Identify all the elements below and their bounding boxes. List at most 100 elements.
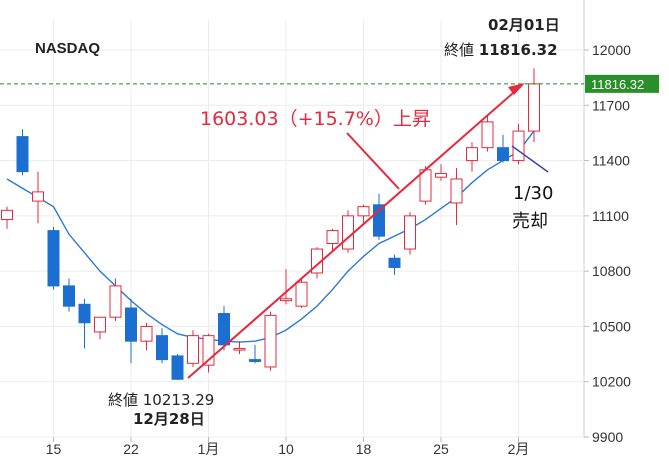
candle xyxy=(171,354,184,380)
candle xyxy=(264,311,277,371)
candle-body xyxy=(140,325,153,342)
candle-body xyxy=(295,281,308,307)
candle xyxy=(125,298,137,364)
end-close-value: 11816.32 xyxy=(479,41,558,59)
candle xyxy=(78,298,91,349)
y-tick-label: 10200 xyxy=(592,374,631,390)
y-tick-label: 12000 xyxy=(592,42,631,58)
sell-pointer-line xyxy=(511,145,549,173)
candle-body xyxy=(450,178,463,204)
y-tick-label: 10500 xyxy=(592,318,631,334)
candle-body xyxy=(357,206,370,217)
candle xyxy=(497,134,509,163)
candle-body xyxy=(16,136,29,173)
candle-body xyxy=(156,335,168,361)
candle xyxy=(187,330,199,367)
candle xyxy=(481,114,494,152)
gain-annotation: 1603.03（+15.7%）上昇 xyxy=(200,108,431,130)
x-tick-label: 1月 xyxy=(198,441,220,457)
candle-body xyxy=(342,215,354,250)
candle-body xyxy=(233,348,246,351)
candle xyxy=(109,278,122,321)
candle-body xyxy=(373,204,385,237)
candle xyxy=(202,333,215,373)
candle xyxy=(16,129,29,176)
candle-body xyxy=(63,285,75,307)
candle xyxy=(311,247,323,279)
candle xyxy=(1,206,13,229)
candle xyxy=(388,254,401,275)
candle xyxy=(342,210,354,253)
x-axis: 15 22 1月 10 18 25 2月 xyxy=(46,437,530,457)
candle-body xyxy=(125,307,137,342)
candle-body xyxy=(497,147,509,162)
candle-body xyxy=(280,298,292,302)
candles-layer xyxy=(1,68,540,380)
candle-body xyxy=(94,316,106,333)
candle-body xyxy=(47,230,60,287)
candle-body xyxy=(404,215,416,250)
sell-annotation: 売却 xyxy=(512,211,548,232)
candle xyxy=(373,193,385,240)
candle-body xyxy=(1,209,13,221)
candle-body xyxy=(249,359,261,362)
current-price-tag xyxy=(585,74,659,93)
x-tick-label: 10 xyxy=(278,441,294,457)
y-tick-label: 11100 xyxy=(592,208,629,224)
candle-body xyxy=(187,335,199,364)
x-tick-label: 25 xyxy=(433,441,449,457)
candle xyxy=(404,212,416,255)
candle-body xyxy=(109,285,122,318)
end-date-annotation: 02月01日 xyxy=(488,16,560,34)
x-tick-label: 18 xyxy=(356,441,372,457)
candle xyxy=(280,269,292,305)
y-tick-label: 11400 xyxy=(592,153,630,169)
candle xyxy=(63,278,75,312)
candle xyxy=(140,322,153,351)
candle-body xyxy=(171,355,184,380)
y-axis: 12000 11700 11400 11100 10800 10500 10200 9900 xyxy=(584,42,631,445)
candle xyxy=(326,228,339,251)
x-tick-label: 2月 xyxy=(508,441,530,457)
current-price-label: 11816.32 xyxy=(591,77,644,92)
candle-body xyxy=(202,335,215,366)
candle xyxy=(295,278,308,308)
candle-body xyxy=(512,130,525,162)
candle-body xyxy=(388,257,401,268)
chart-title: NASDAQ xyxy=(35,40,100,57)
sell-date-annotation: 1/30 xyxy=(513,183,553,204)
candle-body xyxy=(264,314,277,368)
candle xyxy=(218,306,230,351)
candle xyxy=(156,328,168,364)
candle xyxy=(450,167,463,226)
y-tick-label: 10800 xyxy=(592,263,631,279)
y-tick-label: 11700 xyxy=(592,97,630,113)
y-tick-label: 9900 xyxy=(592,429,623,445)
x-tick-label: 22 xyxy=(123,441,139,457)
candle xyxy=(435,164,447,181)
candle xyxy=(528,68,540,143)
candle-body xyxy=(528,83,540,132)
trend-arrowhead xyxy=(508,83,525,95)
candle xyxy=(47,226,60,290)
candle-body xyxy=(481,121,494,149)
candle xyxy=(233,341,246,355)
candle xyxy=(466,142,478,172)
candle xyxy=(249,344,261,364)
gain-pointer-line xyxy=(346,132,400,190)
grid xyxy=(0,0,585,438)
x-tick-label: 15 xyxy=(46,441,62,457)
candle-body xyxy=(218,313,230,346)
end-close-prefix: 終値 xyxy=(444,41,479,59)
candle xyxy=(357,204,370,226)
candle-body xyxy=(326,230,339,245)
trend-arrow xyxy=(187,85,522,379)
candle xyxy=(512,123,525,165)
candle-body xyxy=(32,191,44,202)
start-date-annotation: 12月28日 xyxy=(133,410,205,428)
candle xyxy=(94,316,106,340)
candle-body xyxy=(435,172,447,178)
candle xyxy=(32,171,44,224)
